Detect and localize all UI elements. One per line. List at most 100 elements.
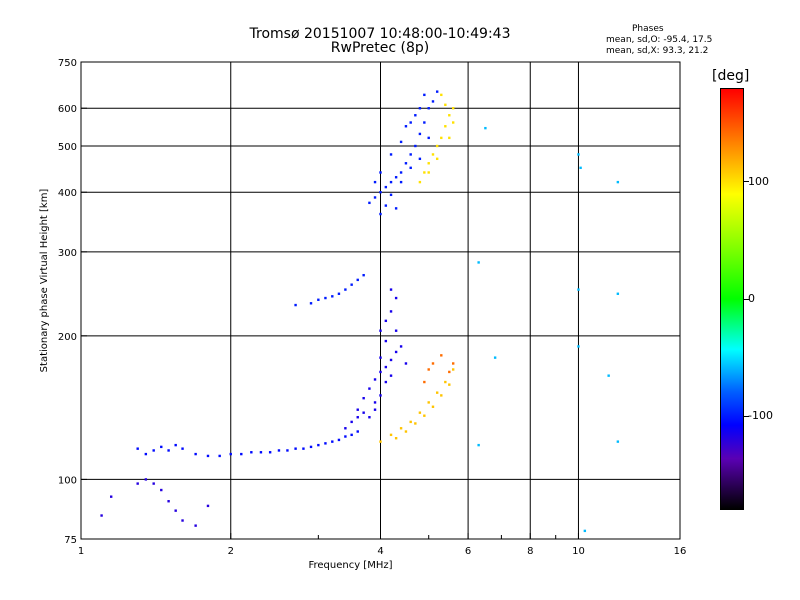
data-point <box>389 310 393 313</box>
data-point <box>368 387 371 390</box>
phase-box-line2: mean, sd,X: 93.3, 21.2 <box>606 46 709 56</box>
data-point <box>344 427 347 430</box>
data-point <box>427 136 430 140</box>
colorbar-tick <box>744 181 749 183</box>
data-point <box>344 288 347 291</box>
data-point <box>451 362 455 365</box>
data-point <box>160 488 163 492</box>
data-point <box>394 350 398 354</box>
data-point <box>379 329 382 332</box>
data-point <box>577 345 580 348</box>
data-point <box>616 292 620 295</box>
colorbar-label: [deg] <box>712 68 750 84</box>
data-point <box>577 288 580 291</box>
colorbar-tick-label: 100 <box>748 174 769 188</box>
data-point <box>418 180 422 184</box>
data-point <box>583 529 587 533</box>
data-point <box>444 380 447 384</box>
data-point <box>427 368 430 371</box>
data-point <box>409 121 412 124</box>
data-point <box>144 452 148 456</box>
data-point <box>356 408 359 411</box>
data-point <box>362 273 365 277</box>
x-tick-label: 6 <box>465 546 471 557</box>
data-point <box>399 171 403 174</box>
data-point <box>409 166 412 170</box>
data-point <box>435 157 439 161</box>
chart-subtitle: RwPretec (8p) <box>330 40 430 56</box>
data-point <box>350 433 353 437</box>
x-tick-label: 2 <box>228 546 234 557</box>
data-point <box>373 401 377 404</box>
data-point <box>389 193 393 197</box>
data-point <box>109 495 113 498</box>
data-point <box>427 162 430 165</box>
data-point <box>431 100 435 103</box>
data-point <box>206 454 210 458</box>
data-point <box>379 394 382 397</box>
data-point <box>394 437 398 440</box>
data-point <box>136 447 139 450</box>
data-point <box>414 114 417 117</box>
data-point <box>394 329 398 332</box>
data-point <box>484 126 487 130</box>
data-point <box>324 296 327 300</box>
data-point <box>331 295 334 298</box>
x-tick-label: 16 <box>674 546 687 557</box>
data-point <box>350 283 353 286</box>
data-point <box>373 180 377 184</box>
data-point <box>206 504 210 508</box>
y-tick-label: 100 <box>58 475 77 486</box>
data-point <box>418 157 422 161</box>
y-tick-label: 200 <box>58 332 77 343</box>
data-point <box>451 107 455 110</box>
y-axis-label: Stationary phase Virtual Height [km] <box>39 189 50 373</box>
data-point <box>331 440 334 443</box>
data-point <box>218 454 221 458</box>
data-point <box>389 433 393 437</box>
data-point <box>423 414 426 417</box>
data-point <box>167 500 170 503</box>
x-tick-label: 8 <box>527 546 533 557</box>
data-point <box>448 370 451 374</box>
data-point <box>362 396 365 400</box>
data-point <box>389 288 393 291</box>
x-tick-label: 10 <box>572 546 585 557</box>
y-tick-label: 75 <box>64 535 77 546</box>
data-point <box>344 435 347 438</box>
data-point <box>493 356 497 359</box>
data-point <box>317 443 320 447</box>
data-point <box>152 449 155 452</box>
data-point <box>174 443 177 447</box>
data-point <box>379 356 382 359</box>
data-point <box>384 204 388 207</box>
data-point <box>309 302 313 305</box>
data-point <box>616 440 620 443</box>
data-point <box>399 427 403 430</box>
y-tick-label: 300 <box>58 248 77 259</box>
y-tick-label: 400 <box>58 188 77 199</box>
data-point <box>181 447 184 450</box>
data-point <box>379 191 382 194</box>
data-point <box>431 153 435 156</box>
data-point <box>448 383 451 386</box>
data-point <box>399 180 403 184</box>
data-point <box>356 430 359 433</box>
y-tick-label: 600 <box>58 104 77 115</box>
data-point <box>174 509 177 512</box>
data-point <box>356 416 359 419</box>
data-point <box>440 136 443 140</box>
data-point <box>268 451 272 454</box>
colorbar-tick <box>744 298 749 300</box>
data-point <box>362 411 365 414</box>
data-point <box>477 443 480 447</box>
data-point <box>384 319 388 323</box>
chart-title: Tromsø 20151007 10:48:00-10:49:43 <box>249 26 511 42</box>
data-point <box>440 93 443 97</box>
data-point <box>404 162 408 165</box>
x-tick-label: 1 <box>78 546 84 557</box>
data-point <box>373 408 377 411</box>
data-point <box>451 121 455 124</box>
data-point <box>435 391 439 394</box>
